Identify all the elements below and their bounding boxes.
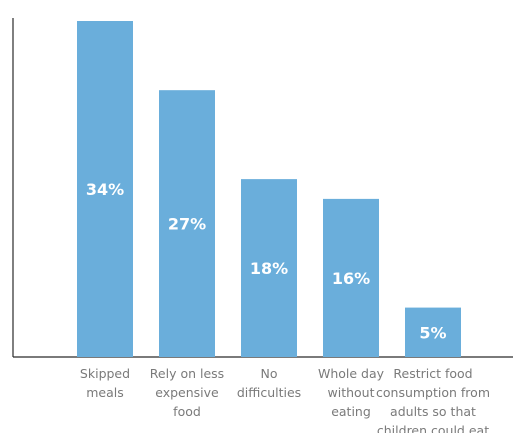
category-label-line: expensive [155, 385, 219, 400]
bar-value-label-2: 27% [168, 215, 206, 234]
bar-value-label-4: 16% [332, 269, 370, 288]
category-label-line: difficulties [237, 385, 301, 400]
bar-value-label-1: 34% [86, 180, 124, 199]
category-label-line: Rely on less [150, 366, 224, 381]
bar-value-label-3: 18% [250, 259, 288, 278]
category-label-line: No [261, 366, 278, 381]
category-label-line: consumption from [376, 385, 490, 400]
category-label-3: No difficulties [237, 366, 301, 400]
category-label-line: eating [331, 404, 371, 419]
bar-value-label-5: 5% [419, 323, 446, 342]
category-label-line: Whole day [318, 366, 385, 381]
bar-1 [77, 21, 133, 357]
bar-3 [241, 179, 297, 357]
category-label-2: Rely on less expensive food [150, 366, 224, 419]
category-label-line: Skipped [80, 366, 130, 381]
bar-4 [323, 198, 379, 357]
category-label-line: children could eat [377, 423, 489, 433]
category-label-line: adults so that [390, 404, 476, 419]
category-label-line: Restrict food [393, 366, 472, 381]
category-label-5: Restrict food consumption from adults so t… [376, 366, 490, 433]
bar-5 [405, 307, 461, 357]
bar-2 [159, 90, 215, 358]
category-label-4: Whole day without eating [318, 366, 385, 419]
category-label-line: meals [86, 385, 124, 400]
category-labels-group: Skipped meals Rely on less expensive food No d… [80, 366, 490, 433]
bars-group: 34% 27% 18% 16% 5% [77, 21, 461, 358]
category-label-1: Skipped meals [80, 366, 130, 400]
category-label-line: food [173, 404, 201, 419]
category-label-line: without [328, 385, 375, 400]
